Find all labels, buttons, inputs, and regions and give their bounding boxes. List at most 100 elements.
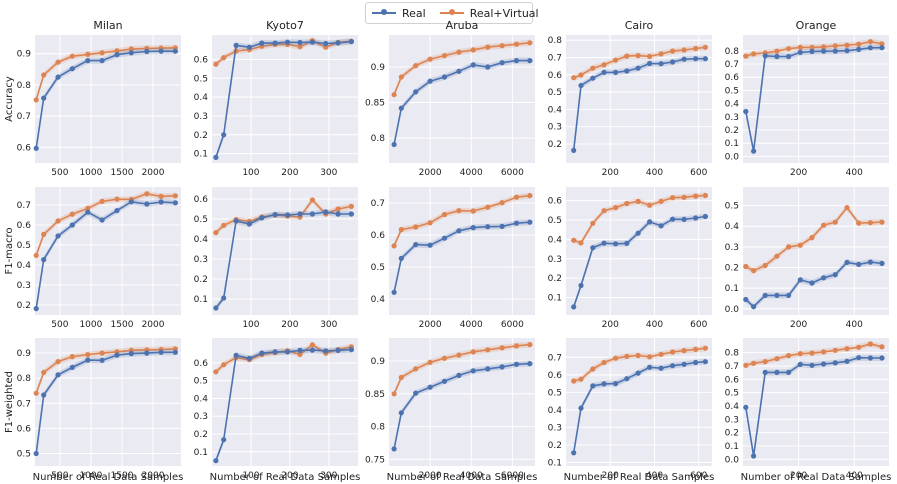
data-point-virtual: [624, 53, 630, 59]
y-tick-label: 0.1: [194, 295, 208, 305]
data-point-real: [786, 369, 792, 375]
data-point-real: [391, 289, 397, 295]
y-tick-label: 0.5: [17, 449, 31, 459]
y-tick-label: 0.8: [371, 134, 386, 144]
y-tick-label: 0.4: [548, 406, 563, 416]
y-tick-label: 0.5: [725, 389, 739, 399]
data-point-real: [85, 357, 91, 363]
data-point-virtual: [213, 369, 219, 375]
y-tick-label: 0.1: [194, 448, 208, 458]
y-tick-label: 0.8: [548, 36, 563, 46]
confidence-band-virtual: [573, 345, 706, 384]
data-point-virtual: [335, 206, 341, 212]
x-tick-label: 200: [281, 168, 298, 178]
data-point-real: [55, 233, 61, 239]
data-point-real: [786, 292, 792, 298]
data-point-virtual: [55, 359, 61, 365]
data-point-virtual: [844, 42, 850, 48]
data-point-virtual: [513, 41, 520, 47]
data-point-real: [693, 215, 699, 221]
subplot-10: 0.0 0.1 0.2 0.3 0.4 0.5 200 400: [725, 187, 889, 330]
data-point-real: [144, 350, 150, 356]
data-point-real: [55, 74, 61, 80]
data-point-virtual: [398, 227, 404, 233]
data-point-real: [527, 219, 533, 225]
data-point-virtual: [879, 41, 885, 47]
data-point-real: [578, 282, 584, 289]
data-point-real: [41, 257, 47, 263]
legend-item-virtual: Real+Virtual: [439, 7, 539, 20]
data-point-virtual: [844, 205, 850, 211]
confidence-band-virtual: [36, 44, 176, 103]
y-tick-label: 0.0: [725, 455, 740, 465]
subplot-7: 0.1 0.2 0.3 0.4 0.5 0.6 100 200 300: [194, 187, 358, 330]
data-point-virtual: [309, 197, 315, 203]
data-point-virtual: [821, 44, 827, 50]
data-point-virtual: [456, 352, 462, 358]
data-point-real: [670, 363, 676, 369]
plot-area: [566, 187, 712, 315]
data-point-real: [272, 40, 278, 46]
data-point-real: [485, 64, 491, 70]
data-point-virtual: [571, 75, 577, 81]
data-point-real: [335, 347, 341, 353]
data-point-virtual: [99, 198, 105, 204]
data-point-real: [33, 306, 39, 312]
plot-area: [212, 187, 358, 315]
data-point-real: [284, 39, 291, 45]
data-point-virtual: [751, 51, 757, 57]
x-tick-label: 400: [846, 320, 863, 330]
data-point-virtual: [670, 195, 676, 201]
y-tick-label: 0.2: [725, 126, 739, 136]
data-point-real: [335, 40, 341, 46]
subplot-2: 0.1 0.2 0.3 0.4 0.5 0.6 100 200 300 Kyoto7: [194, 19, 358, 178]
data-point-virtual: [647, 53, 653, 60]
data-point-virtual: [832, 347, 838, 353]
data-point-real: [128, 351, 134, 357]
data-point-real: [348, 211, 354, 217]
data-point-real: [635, 65, 641, 71]
y-tick-label: 0.3: [548, 123, 562, 133]
y-tick-label: 0.0: [725, 305, 740, 315]
data-point-real: [513, 220, 520, 226]
data-point-virtual: [69, 211, 75, 217]
y-tick-label: 0.3: [194, 412, 208, 422]
x-tick-label: 600: [690, 168, 707, 178]
data-point-real: [128, 199, 134, 205]
subplot-5: 0.0 0.1 0.2 0.3 0.4 0.5 0.6 0.7 0.8 200 400 Orange: [725, 19, 889, 178]
data-point-real: [693, 56, 699, 62]
data-point-real: [246, 221, 252, 227]
data-point-virtual: [85, 352, 91, 358]
y-tick-label: 0.6: [17, 143, 32, 153]
y-tick-label: 0.3: [725, 113, 739, 123]
data-point-real: [867, 259, 874, 265]
data-point-real: [259, 215, 265, 221]
y-tick-label: 0.9: [17, 50, 32, 60]
data-point-real: [751, 304, 757, 310]
x-tick-label: 300: [320, 168, 337, 178]
confidence-band-real: [573, 358, 706, 456]
data-point-real: [221, 132, 227, 138]
data-point-virtual: [702, 192, 709, 199]
data-point-real: [647, 219, 653, 225]
data-point-virtual: [221, 222, 227, 228]
data-point-virtual: [391, 92, 397, 98]
data-point-real: [85, 58, 91, 64]
legend-label-real: Real: [402, 6, 426, 20]
data-point-real: [158, 199, 164, 205]
x-tick-label: 1500: [111, 320, 134, 330]
data-point-virtual: [571, 237, 577, 243]
data-point-virtual: [441, 211, 448, 218]
y-tick-label: 0.7: [17, 112, 31, 122]
data-point-real: [601, 69, 607, 75]
plot-area: [743, 338, 889, 466]
subplot-4: 0.2 0.3 0.4 0.5 0.6 0.7 0.8 200 400 600 Cairo: [548, 19, 712, 178]
data-point-real: [323, 209, 329, 215]
data-point-real: [348, 39, 354, 45]
data-point-real: [99, 58, 105, 64]
data-point-real: [398, 410, 404, 416]
subplot-title: Milan: [93, 19, 122, 32]
x-tick-label: 100: [242, 168, 259, 178]
data-point-virtual: [856, 41, 862, 47]
confidence-band-virtual: [394, 192, 530, 249]
